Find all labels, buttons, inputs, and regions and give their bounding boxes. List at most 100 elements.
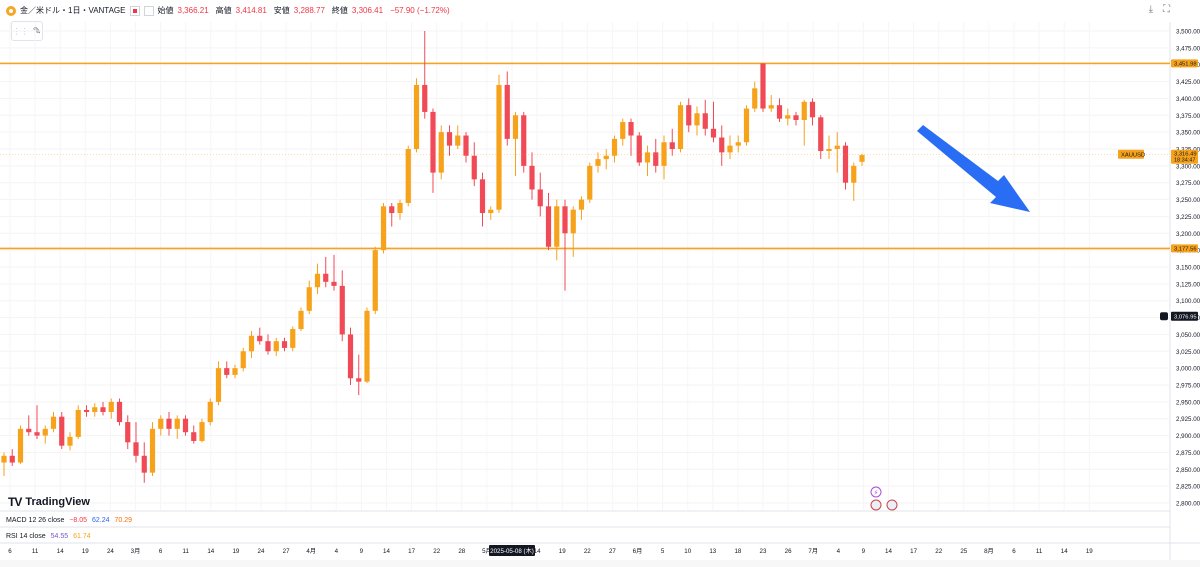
- candle: [669, 128, 675, 156]
- header-icons: ⤓ ⛶: [1149, 4, 1170, 15]
- candle: [760, 63, 766, 112]
- bottom-toolbar: [0, 560, 1200, 567]
- candle-body: [108, 401, 114, 412]
- candle-body: [356, 378, 362, 382]
- x-tick-label: 2025-05-08 (木): [490, 547, 534, 555]
- x-tick-label: 27: [283, 548, 290, 555]
- rsi-legend[interactable]: RSI 14 close 54.55 61.74: [6, 533, 94, 540]
- candle: [9, 449, 15, 466]
- y-tick-label: 3,400.00: [1176, 96, 1200, 103]
- x-tick-label: 26: [785, 548, 792, 555]
- candle: [405, 145, 411, 207]
- candle-body: [199, 422, 205, 441]
- candle: [545, 192, 552, 251]
- symbol-legend: 金／米ドル・1日・VANTAGE 始値 3,366.21 高値 3,414.81 安…: [6, 5, 453, 16]
- us-flag-icon-2: [886, 499, 898, 511]
- candle-body: [620, 122, 626, 139]
- candle-body: [851, 165, 857, 183]
- candle-body: [587, 165, 593, 200]
- candle: [719, 125, 725, 166]
- candle-body: [174, 418, 180, 429]
- candle: [455, 125, 461, 149]
- x-tick-label: 19: [559, 548, 566, 555]
- candle: [83, 405, 90, 417]
- candle-body: [158, 418, 164, 429]
- x-tick-label: 24: [258, 548, 265, 555]
- candle: [595, 152, 601, 173]
- candle-body: [545, 206, 552, 247]
- candle: [702, 99, 708, 136]
- candle-body: [636, 135, 642, 163]
- lightning-glyph: ⚡: [874, 489, 879, 497]
- high-value: 3,414.81: [235, 6, 267, 15]
- crosshair-price-label: 3,076.95: [1174, 314, 1197, 320]
- candle: [537, 172, 543, 217]
- close-label: 終値: [331, 6, 348, 15]
- candle-body: [389, 206, 395, 214]
- candle: [438, 125, 444, 180]
- candle-body: [768, 105, 774, 109]
- candle: [224, 361, 230, 379]
- candles: [1, 31, 865, 483]
- candle-body: [669, 142, 675, 149]
- candle-body: [364, 310, 370, 382]
- candle-body: [67, 436, 73, 446]
- open-label: 始値: [157, 6, 174, 15]
- candle-body: [595, 159, 601, 166]
- x-tick-label: 19: [232, 548, 239, 555]
- candle: [694, 106, 700, 136]
- flag-icon[interactable]: [143, 5, 154, 16]
- time-axis: 6 11 14 19 24 3月 6 11 14 19 24 27 4月 4 9 14 17 22 28 5月2025…: [8, 545, 1093, 556]
- candle: [661, 135, 667, 180]
- low-label: 安値: [273, 6, 290, 15]
- crosshair-price-box: [1171, 311, 1198, 321]
- candle: [290, 326, 296, 352]
- download-icon[interactable]: ⤓: [1148, 4, 1153, 15]
- y-tick-label: 3,475.00: [1176, 45, 1200, 52]
- candle-body: [446, 132, 453, 146]
- market-status-icon: [129, 5, 140, 16]
- candle: [471, 142, 477, 187]
- candle-body: [116, 401, 123, 423]
- candle: [199, 418, 205, 443]
- x-tick-label: 4: [335, 548, 339, 555]
- candle-body: [141, 455, 147, 473]
- candle-body: [521, 115, 527, 166]
- candle: [323, 256, 329, 288]
- candle: [735, 135, 741, 153]
- candle-body: [694, 113, 700, 126]
- candle-body: [644, 152, 651, 163]
- candle: [133, 422, 139, 463]
- candle-body: [248, 335, 255, 352]
- candle-body: [298, 310, 304, 330]
- x-tick-label: 23: [760, 548, 767, 555]
- x-tick-label: 11: [1036, 548, 1043, 555]
- x-tick-label: 9: [862, 548, 866, 555]
- macd-legend[interactable]: MACD 12 26 close −8.05 62.24 70.29: [6, 517, 135, 524]
- tradingview-logo[interactable]: TV TradingView: [8, 495, 90, 509]
- candle-body: [240, 351, 246, 369]
- x-tick-label: 27: [609, 548, 616, 555]
- candle: [257, 327, 263, 345]
- candle-body: [83, 409, 90, 412]
- candle: [776, 98, 783, 123]
- line-price-label: 3,177.56: [1174, 247, 1197, 253]
- candle: [397, 199, 403, 220]
- x-tick-label: 25: [960, 548, 967, 555]
- candle: [644, 145, 651, 176]
- fullscreen-icon[interactable]: ⛶: [1163, 4, 1170, 15]
- candle: [1, 452, 7, 477]
- candle: [768, 95, 774, 112]
- candle-body: [479, 179, 486, 214]
- high-label: 高値: [215, 6, 232, 15]
- candle: [834, 132, 840, 173]
- candle: [496, 74, 502, 214]
- candle-body: [859, 155, 865, 162]
- grid-lines: [0, 22, 1200, 560]
- candle: [108, 398, 114, 419]
- y-tick-label: 3,350.00: [1176, 130, 1200, 137]
- change-value: −57.90 (−1.72%): [390, 6, 450, 15]
- candle: [50, 411, 57, 433]
- symbol-title[interactable]: 金／米ドル・1日・VANTAGE: [20, 6, 126, 15]
